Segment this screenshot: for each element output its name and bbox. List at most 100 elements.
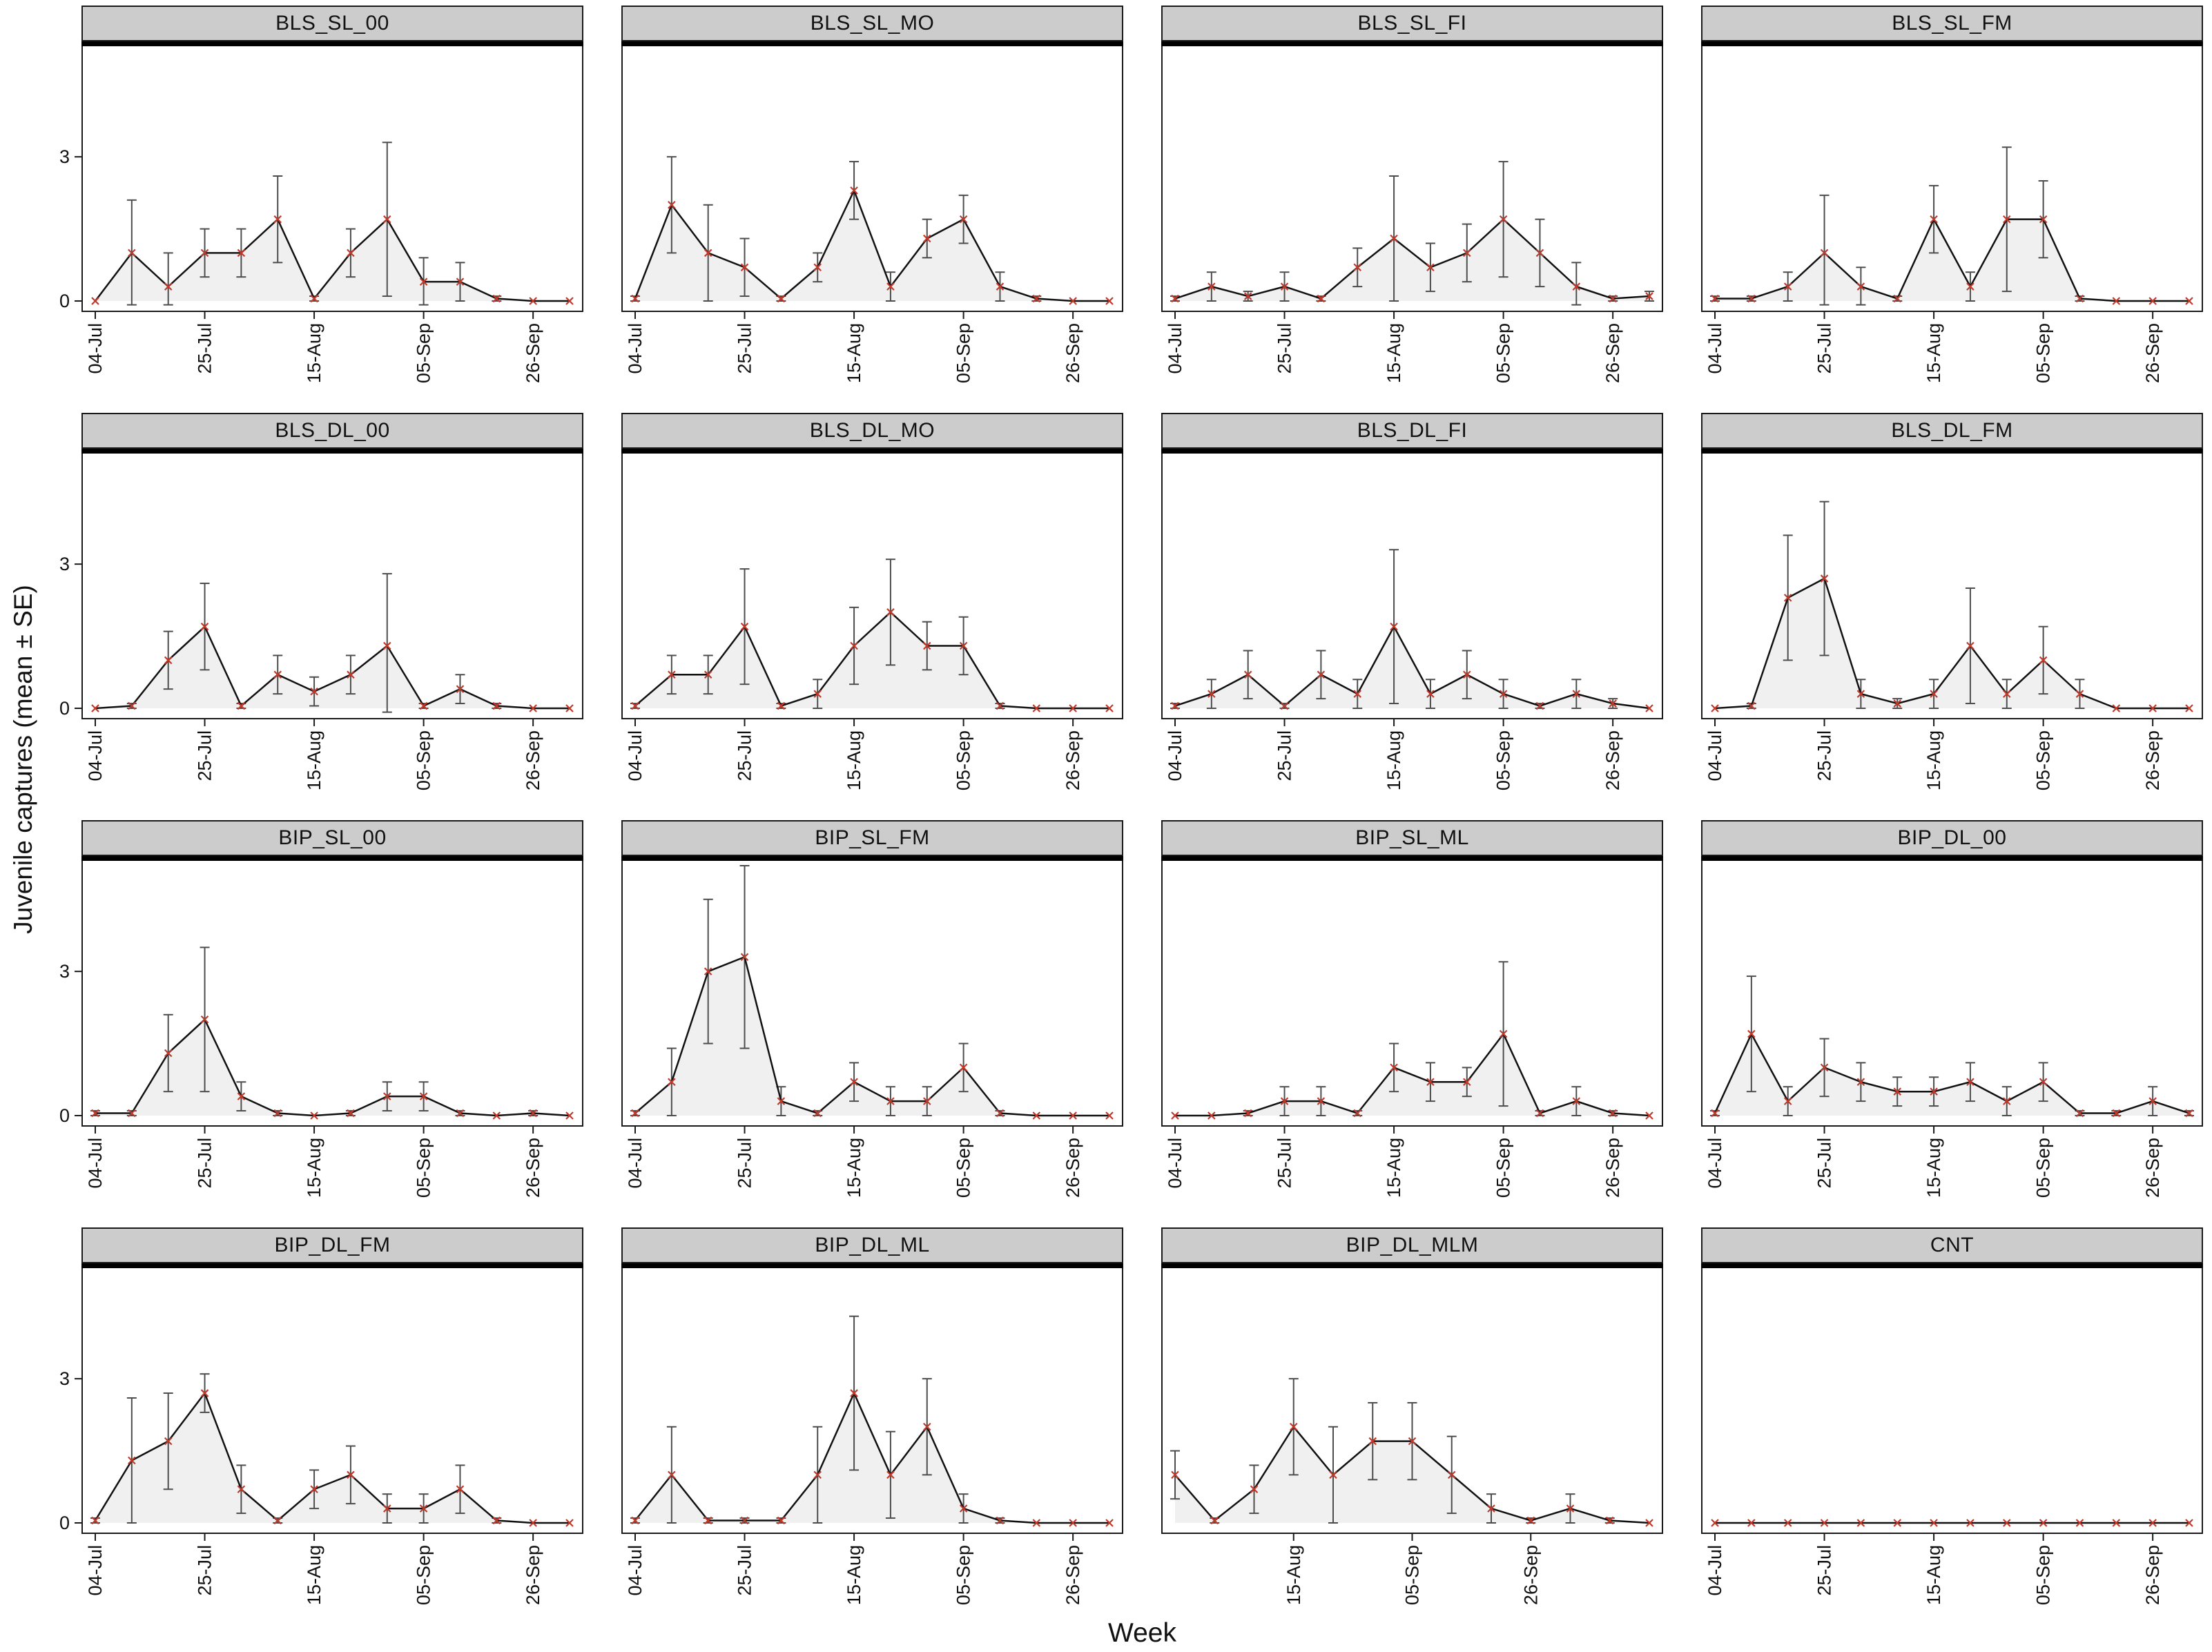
x-tick-label: 04-Jul bbox=[625, 323, 646, 374]
facet-panel: BLS_DL_FM 04-Jul 25-Jul 15-Aug 05-Sep 26-Sep bbox=[1701, 413, 2203, 801]
data-point-marker bbox=[1487, 1504, 1495, 1513]
data-point-marker bbox=[382, 215, 391, 224]
data-point-marker bbox=[1353, 263, 1362, 272]
x-tick-label: 25-Jul bbox=[735, 730, 755, 781]
facet-strip-title: BLS_DL_FM bbox=[1701, 413, 2203, 449]
data-point-marker bbox=[1032, 704, 1041, 712]
data-point-marker bbox=[850, 186, 858, 195]
facet-plot: 04-Jul 25-Jul 15-Aug 05-Sep 26-Sep bbox=[1701, 1263, 2203, 1605]
data-point-marker bbox=[813, 1109, 822, 1118]
data-point-marker bbox=[922, 1422, 931, 1431]
data-point-marker bbox=[2039, 656, 2048, 665]
data-point-marker bbox=[456, 1485, 465, 1494]
data-point-marker bbox=[1893, 699, 1902, 708]
y-tick-label: 3 bbox=[59, 1368, 70, 1389]
facet-panel: BIP_SL_00 04-Jul 25-Jul 15-Aug 05-Sep 26-Sep 0… bbox=[59, 820, 583, 1208]
x-tick-label: 05-Sep bbox=[1402, 1545, 1423, 1605]
facet-strip-title: BLS_DL_MO bbox=[621, 413, 1123, 449]
data-point-marker bbox=[1783, 282, 1792, 291]
data-point-marker bbox=[419, 1504, 428, 1513]
facet-panel: BLS_DL_MO 04-Jul 25-Jul 15-Aug 05-Sep 26-Sep bbox=[621, 413, 1123, 801]
data-point-marker bbox=[631, 1516, 639, 1525]
data-point-marker bbox=[200, 1015, 209, 1024]
x-tick-label: 05-Sep bbox=[953, 1545, 974, 1605]
data-point-marker bbox=[273, 215, 282, 224]
data-point-marker bbox=[1526, 1516, 1535, 1525]
facet-strip-title: CNT bbox=[1701, 1227, 2203, 1263]
facet-panel: BIP_DL_ML 04-Jul 25-Jul 15-Aug 05-Sep 26-Sep bbox=[621, 1227, 1123, 1615]
data-point-marker bbox=[382, 641, 391, 650]
data-point-marker bbox=[1426, 1078, 1435, 1087]
x-tick-label: 25-Jul bbox=[195, 1545, 215, 1596]
data-point-marker bbox=[1462, 670, 1471, 679]
data-point-marker bbox=[2075, 1109, 2084, 1118]
data-point-marker bbox=[850, 1078, 858, 1087]
data-point-marker bbox=[1171, 1111, 1179, 1120]
data-point-marker bbox=[1069, 1111, 1077, 1120]
y-tick-label: 0 bbox=[59, 1105, 70, 1126]
data-point-marker bbox=[1856, 282, 1865, 291]
data-point-marker bbox=[1105, 297, 1114, 305]
x-tick-label: 04-Jul bbox=[1165, 730, 1185, 781]
data-point-marker bbox=[1171, 294, 1179, 303]
data-point-marker bbox=[631, 294, 639, 303]
data-point-marker bbox=[850, 1389, 858, 1397]
data-point-marker bbox=[1856, 690, 1865, 698]
data-point-marker bbox=[2185, 704, 2193, 712]
facet-strip-title: BLS_SL_MO bbox=[621, 6, 1123, 41]
data-point-marker bbox=[1747, 1519, 1756, 1527]
x-tick-label: 04-Jul bbox=[1165, 1138, 1185, 1189]
data-point-marker bbox=[922, 1097, 931, 1105]
y-axis-label: Juvenile captures (mean ± SE) bbox=[9, 585, 37, 934]
data-point-marker bbox=[996, 1109, 1005, 1118]
x-tick-label: 25-Jul bbox=[1814, 323, 1835, 374]
x-tick-label: 26-Sep bbox=[1063, 730, 1083, 790]
facet-plot: 04-Jul 25-Jul 15-Aug 05-Sep 26-Sep bbox=[621, 449, 1123, 790]
data-point-marker bbox=[959, 215, 968, 224]
x-tick-label: 04-Jul bbox=[1705, 1545, 1725, 1596]
data-point-marker bbox=[631, 701, 639, 710]
data-point-marker bbox=[382, 1092, 391, 1100]
facet-panel: BLS_SL_00 04-Jul 25-Jul 15-Aug 05-Sep 26-Sep 0… bbox=[59, 6, 583, 393]
data-point-marker bbox=[347, 249, 355, 257]
facet-strip-title: BLS_DL_FI bbox=[1161, 413, 1663, 449]
x-tick-label: 15-Aug bbox=[304, 730, 324, 790]
data-point-marker bbox=[1207, 1111, 1216, 1120]
x-tick-label: 26-Sep bbox=[1602, 730, 1623, 790]
data-point-marker bbox=[1572, 282, 1581, 291]
data-point-marker bbox=[237, 249, 246, 257]
x-tick-label: 04-Jul bbox=[1165, 323, 1185, 374]
x-tick-label: 05-Sep bbox=[953, 730, 974, 790]
data-point-marker bbox=[1605, 1516, 1614, 1525]
facet-plot: 04-Jul 25-Jul 15-Aug 05-Sep 26-Sep bbox=[1701, 449, 2203, 790]
data-point-marker bbox=[1353, 690, 1362, 698]
data-point-marker bbox=[1535, 701, 1544, 710]
x-tick-label: 05-Sep bbox=[414, 1545, 434, 1605]
facet-strip-title: BLS_SL_00 bbox=[81, 6, 583, 41]
data-point-marker bbox=[996, 1516, 1005, 1525]
data-point-marker bbox=[2002, 690, 2011, 698]
x-tick-label: 15-Aug bbox=[844, 1545, 864, 1605]
x-tick-label: 25-Jul bbox=[195, 323, 215, 374]
x-tick-label: 05-Sep bbox=[953, 323, 974, 383]
x-tick-label: 15-Aug bbox=[844, 323, 864, 383]
data-point-marker bbox=[2039, 215, 2048, 224]
x-tick-label: 15-Aug bbox=[1384, 323, 1404, 383]
data-point-marker bbox=[1105, 1519, 1114, 1527]
data-point-marker bbox=[996, 282, 1005, 291]
data-point-marker bbox=[1535, 249, 1544, 257]
data-point-marker bbox=[1280, 282, 1289, 291]
x-tick-label: 25-Jul bbox=[195, 730, 215, 781]
data-point-marker bbox=[2075, 1519, 2084, 1527]
data-point-marker bbox=[1250, 1485, 1259, 1494]
y-tick-label: 3 bbox=[59, 146, 70, 167]
x-tick-label: 25-Jul bbox=[1814, 1138, 1835, 1189]
facet-plot: 04-Jul 25-Jul 15-Aug 05-Sep 26-Sep bbox=[621, 856, 1123, 1198]
y-tick-label: 0 bbox=[59, 1513, 70, 1533]
data-point-marker bbox=[1820, 574, 1829, 583]
data-point-marker bbox=[1893, 1087, 1902, 1096]
data-point-marker bbox=[777, 1097, 786, 1105]
data-point-marker bbox=[1930, 1087, 1938, 1096]
x-tick-label: 26-Sep bbox=[523, 1138, 543, 1198]
y-tick-label: 3 bbox=[59, 554, 70, 574]
